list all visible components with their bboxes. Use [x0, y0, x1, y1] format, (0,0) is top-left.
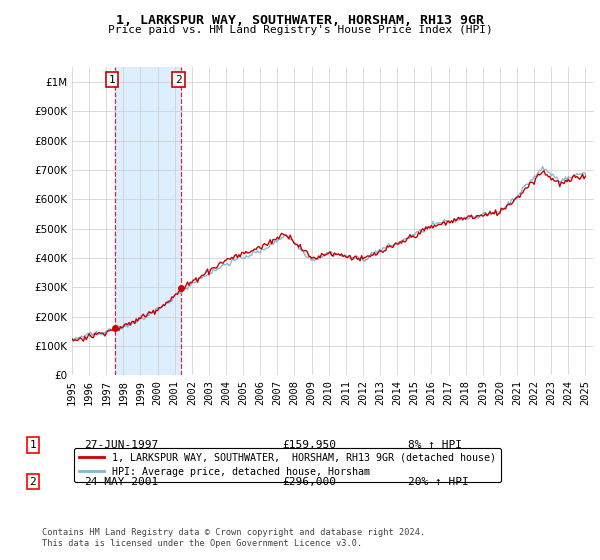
- Bar: [115, 67, 181, 375]
- Text: Contains HM Land Registry data © Crown copyright and database right 2024.
This d: Contains HM Land Registry data © Crown c…: [42, 528, 425, 548]
- Legend: 1, LARKSPUR WAY, SOUTHWATER,  HORSHAM, RH13 9GR (detached house), HPI: Average p: 1, LARKSPUR WAY, SOUTHWATER, HORSHAM, RH…: [74, 448, 502, 482]
- Text: 1, LARKSPUR WAY, SOUTHWATER, HORSHAM, RH13 9GR: 1, LARKSPUR WAY, SOUTHWATER, HORSHAM, RH…: [116, 14, 484, 27]
- Text: Price paid vs. HM Land Registry's House Price Index (HPI): Price paid vs. HM Land Registry's House …: [107, 25, 493, 35]
- Text: 1: 1: [29, 440, 37, 450]
- Text: 2: 2: [175, 74, 182, 85]
- Text: 20% ↑ HPI: 20% ↑ HPI: [408, 477, 469, 487]
- Text: 1: 1: [109, 74, 115, 85]
- Text: £159,950: £159,950: [282, 440, 336, 450]
- Text: 2: 2: [29, 477, 37, 487]
- Text: 24-MAY-2001: 24-MAY-2001: [84, 477, 158, 487]
- Text: £296,000: £296,000: [282, 477, 336, 487]
- Text: 27-JUN-1997: 27-JUN-1997: [84, 440, 158, 450]
- Text: 8% ↑ HPI: 8% ↑ HPI: [408, 440, 462, 450]
